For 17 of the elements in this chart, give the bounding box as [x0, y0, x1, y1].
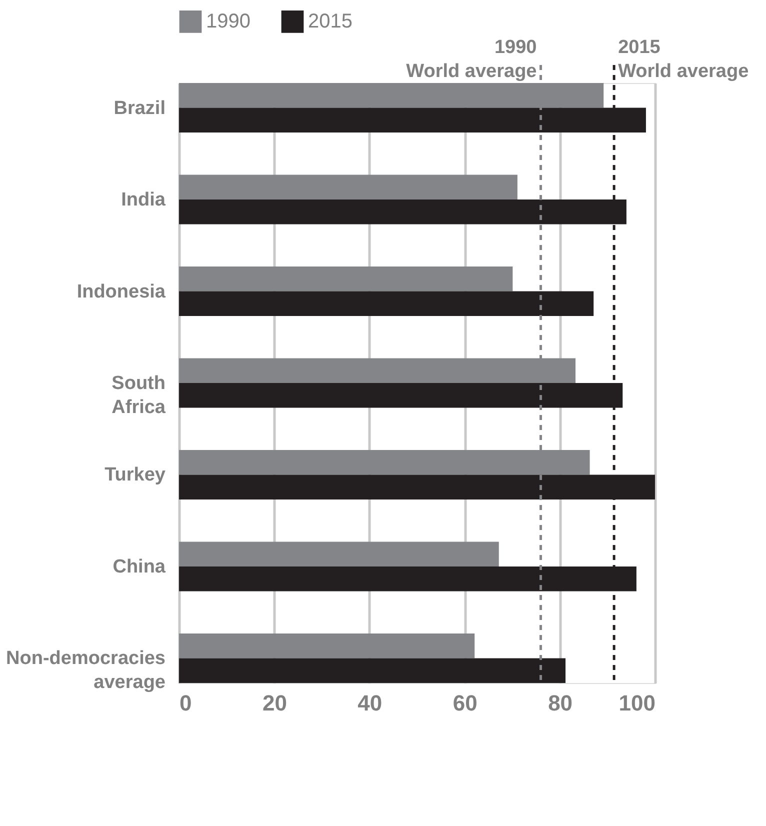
x-tick-label: 60 [452, 690, 478, 716]
x-tick-label: 100 [618, 690, 656, 716]
x-tick-label: 80 [548, 690, 573, 716]
y-tick-label: Turkey [104, 464, 166, 486]
x-tick-label: 40 [358, 690, 382, 716]
ref-line-label: 2015 World average [618, 37, 749, 82]
x-tick-label: 0 [180, 690, 192, 716]
y-tick-label: South Africa [112, 373, 166, 418]
y-tick-label: Brazil [114, 98, 166, 119]
y-tick-label: India [121, 190, 166, 211]
legend-label: 2015 [308, 10, 352, 33]
y-tick-label: China [112, 556, 166, 578]
y-tick-label: Indonesia [76, 281, 166, 302]
x-tick-label: 20 [262, 690, 287, 716]
y-tick-label: Non-democracies average [6, 648, 166, 694]
ref-line-label: 1990 World average [406, 37, 537, 82]
legend-label: 1990 [206, 10, 250, 33]
